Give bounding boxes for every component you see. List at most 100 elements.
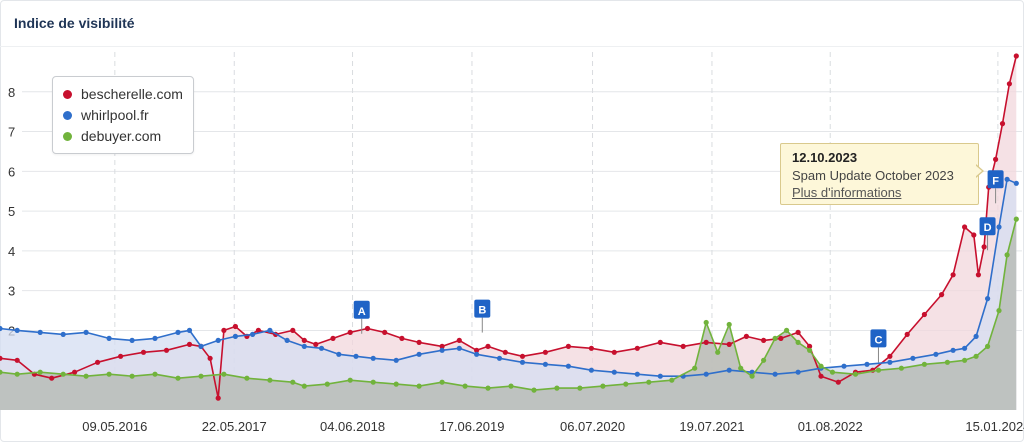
point-whirlpool: [284, 337, 290, 343]
point-whirlpool: [973, 333, 979, 339]
point-debuyer: [267, 377, 273, 383]
point-whirlpool: [0, 325, 3, 332]
point-bescherelle: [950, 272, 956, 278]
event-marker-c: [870, 329, 887, 348]
legend-dot-whirlpool: [63, 110, 72, 120]
x-tick-label: 15.01.2024: [965, 419, 1024, 434]
point-whirlpool: [657, 373, 663, 379]
point-bescherelle: [981, 244, 987, 250]
point-debuyer: [577, 385, 583, 391]
point-bescherelle: [939, 292, 945, 298]
y-tick-label: 4: [8, 244, 15, 259]
point-bescherelle: [971, 232, 977, 238]
point-whirlpool: [887, 359, 893, 365]
point-bescherelle: [835, 379, 841, 385]
point-whirlpool: [474, 351, 480, 357]
point-debuyer: [726, 321, 732, 328]
point-bescherelle: [232, 323, 238, 330]
point-debuyer: [462, 383, 468, 389]
point-bescherelle: [519, 353, 526, 359]
point-debuyer: [393, 381, 399, 387]
point-debuyer: [829, 369, 836, 375]
event-marker-label: D: [984, 222, 992, 234]
point-whirlpool: [519, 359, 526, 365]
legend-label-whirlpool: whirlpool.fr: [81, 107, 149, 123]
event-marker-label: F: [992, 175, 999, 187]
point-whirlpool: [267, 327, 273, 333]
point-whirlpool: [14, 327, 20, 333]
point-bescherelle: [703, 339, 709, 345]
point-whirlpool: [416, 351, 422, 357]
point-bescherelle: [474, 347, 480, 353]
point-bescherelle: [795, 329, 801, 335]
title-divider: [0, 46, 1022, 47]
point-debuyer: [1004, 252, 1010, 258]
tooltip-event-name: Spam Update October 2023: [792, 168, 954, 183]
point-debuyer: [985, 343, 991, 349]
legend-item-bescherelle[interactable]: bescherelle.com: [63, 84, 183, 104]
point-debuyer: [703, 319, 709, 326]
point-debuyer: [761, 357, 767, 363]
point-whirlpool: [370, 355, 376, 361]
legend-label-bescherelle: bescherelle.com: [81, 86, 183, 102]
point-bescherelle: [382, 329, 388, 335]
point-debuyer: [692, 365, 698, 371]
point-debuyer: [749, 373, 755, 379]
y-tick-label: 8: [8, 85, 15, 100]
point-bescherelle: [904, 331, 910, 337]
point-bescherelle: [186, 341, 193, 347]
point-bescherelle: [313, 341, 319, 347]
point-whirlpool: [232, 333, 238, 339]
point-bescherelle: [95, 359, 101, 365]
point-debuyer: [996, 308, 1002, 314]
point-debuyer: [175, 375, 181, 381]
point-debuyer: [715, 349, 721, 355]
point-whirlpool: [703, 371, 709, 377]
point-whirlpool: [336, 351, 342, 357]
point-whirlpool: [60, 331, 66, 337]
point-bescherelle: [221, 327, 227, 333]
point-debuyer: [600, 383, 606, 389]
area-whirlpool: [0, 179, 1017, 410]
point-whirlpool: [37, 329, 43, 335]
point-bescherelle: [726, 341, 732, 347]
point-whirlpool: [864, 361, 870, 367]
y-tick-label: 7: [8, 125, 15, 140]
point-debuyer: [669, 377, 675, 383]
point-bescherelle: [0, 355, 3, 361]
point-whirlpool: [542, 361, 549, 367]
point-bescherelle: [347, 329, 353, 335]
point-debuyer: [623, 381, 629, 387]
point-whirlpool: [83, 329, 89, 335]
point-debuyer: [875, 367, 882, 373]
y-tick-label: 3: [8, 284, 15, 299]
legend-item-debuyer[interactable]: debuyer.com: [63, 126, 161, 146]
point-debuyer: [37, 369, 43, 375]
point-bescherelle: [290, 327, 296, 333]
point-debuyer: [554, 385, 560, 391]
point-whirlpool: [1004, 176, 1010, 182]
point-debuyer: [898, 365, 905, 371]
point-debuyer: [198, 373, 204, 379]
event-marker-label: B: [478, 305, 486, 317]
point-debuyer: [772, 335, 778, 341]
point-bescherelle: [49, 375, 55, 381]
point-bescherelle: [364, 325, 371, 332]
point-debuyer: [1013, 216, 1019, 222]
point-whirlpool: [985, 296, 991, 302]
point-debuyer: [738, 365, 744, 371]
chart-legend: bescherelle.com whirlpool.fr debuyer.com: [52, 76, 194, 154]
point-bescherelle: [921, 311, 928, 318]
point-whirlpool: [996, 224, 1002, 230]
tooltip-date: 12.10.2023: [792, 150, 858, 165]
point-bescherelle: [439, 343, 445, 349]
point-whirlpool: [456, 345, 462, 351]
legend-item-whirlpool[interactable]: whirlpool.fr: [63, 105, 149, 125]
point-whirlpool: [353, 353, 359, 359]
point-debuyer: [818, 363, 824, 369]
point-whirlpool: [129, 337, 135, 343]
point-bescherelle: [72, 369, 78, 375]
tooltip-more-info-link[interactable]: Plus d'informations: [792, 185, 902, 200]
point-bescherelle: [588, 345, 595, 351]
point-bescherelle: [416, 339, 422, 345]
